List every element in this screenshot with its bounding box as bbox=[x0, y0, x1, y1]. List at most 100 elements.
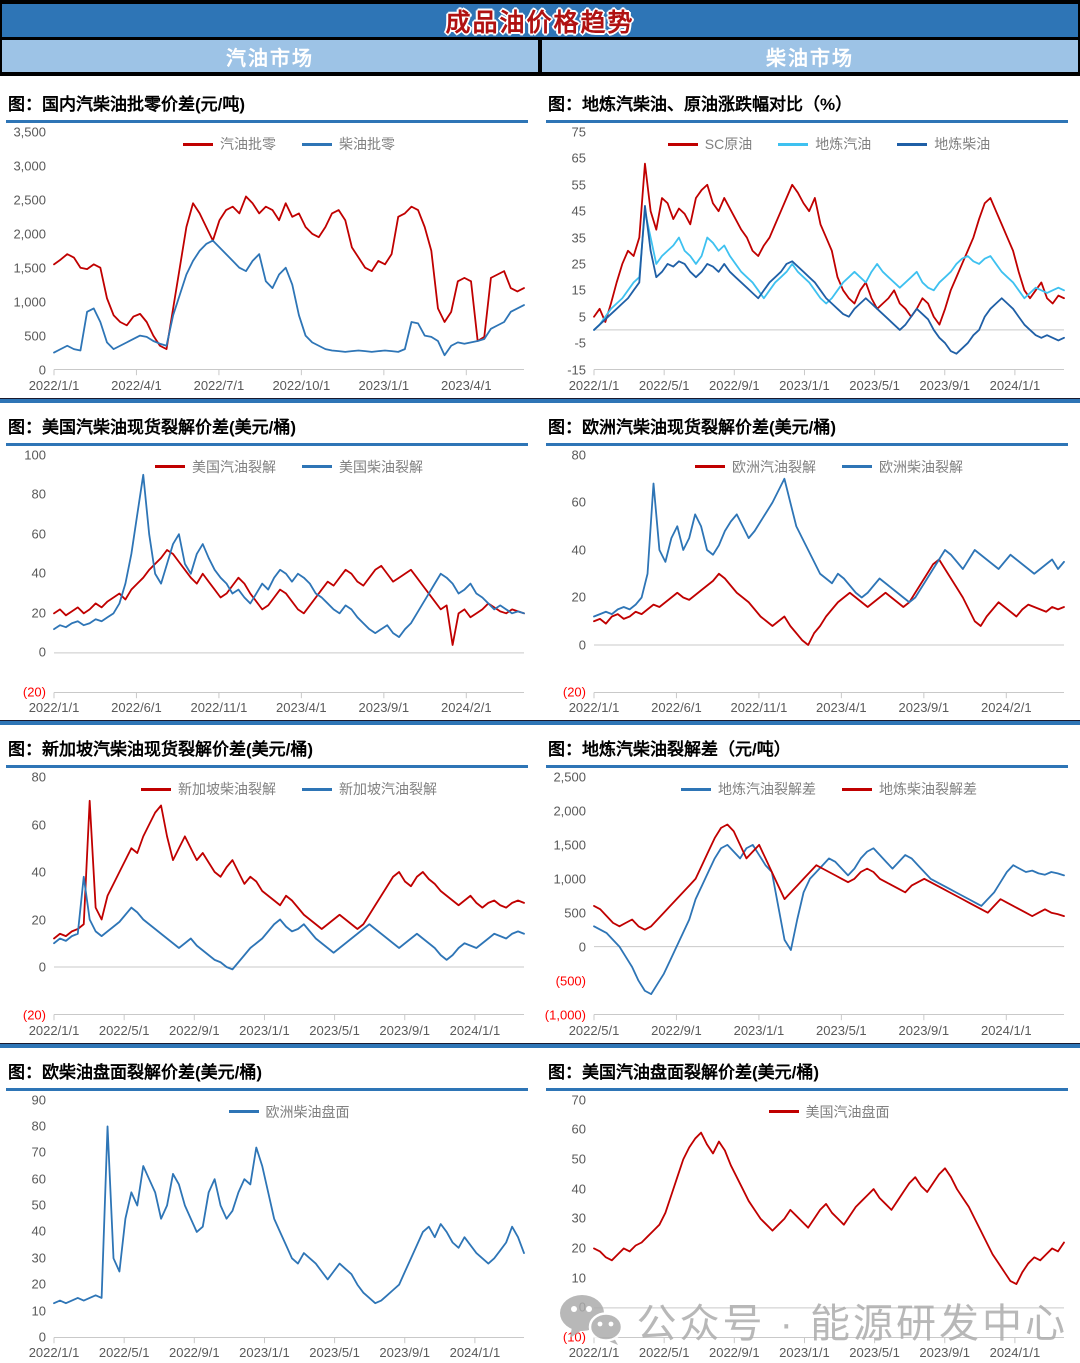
y-tick-label: 60 bbox=[571, 1121, 586, 1137]
y-tick-label: 20 bbox=[571, 589, 586, 605]
chart-legend: 新加坡柴油裂解 新加坡汽油裂解 bbox=[54, 779, 524, 799]
legend-label: 欧洲汽油裂解 bbox=[732, 458, 816, 475]
y-tick-label: 3,500 bbox=[13, 124, 46, 140]
chart-canvas bbox=[54, 132, 524, 370]
y-tick-label: 20 bbox=[571, 1240, 586, 1256]
panel-domestic-retail-spread: 图：国内汽柴油批零价差(元/吨) 3,500 3,000 2,500 2,000 1,5… bbox=[0, 84, 540, 396]
chart-plot: 2,500 2,000 1,500 1,000 500 0 (500) (1,000) 地炼汽… bbox=[545, 770, 1068, 1039]
data-series bbox=[54, 877, 524, 970]
y-tick-label: 0 bbox=[578, 939, 586, 955]
chart-grid: 图：国内汽柴油批零价差(元/吨) 3,500 3,000 2,500 2,000 1,5… bbox=[0, 76, 1080, 1363]
legend-item: 地炼汽油 bbox=[778, 134, 871, 154]
legend-swatch bbox=[897, 142, 928, 146]
x-tick-label: 2023/9/1 bbox=[919, 1345, 971, 1360]
x-tick-label: 2023/9/1 bbox=[379, 1022, 431, 1038]
y-tick-label: 5 bbox=[578, 309, 586, 325]
x-tick-label: 2022/5/1 bbox=[98, 1022, 150, 1038]
data-series bbox=[594, 478, 1064, 616]
plot-area: 汽油批零 柴油批零 bbox=[54, 132, 524, 370]
x-tick-label: 2022/11/1 bbox=[190, 700, 248, 715]
x-tick-label: 2022/1/1 bbox=[28, 1022, 80, 1038]
chart-title: 图：美国汽柴油现货裂解价差(美元/桶) bbox=[6, 413, 528, 446]
legend-label: 美国汽油裂解 bbox=[192, 458, 276, 475]
y-tick-label: 40 bbox=[31, 864, 46, 880]
y-axis: 70 60 50 40 30 20 10 0 (10) bbox=[546, 1092, 592, 1345]
x-tick-label: 2022/1/1 bbox=[28, 377, 80, 393]
plot-area: SC原油 地炼汽油 地炼柴油 bbox=[594, 132, 1064, 370]
legend-label: SC原油 bbox=[704, 136, 753, 152]
x-tick-label: 2022/1/1 bbox=[28, 1345, 80, 1360]
y-tick-label: 100 bbox=[24, 447, 46, 462]
y-tick-label: 25 bbox=[571, 256, 586, 272]
panel-refinery-crack-spread: 图：地炼汽柴油裂解差（元/吨） 2,500 2,000 1,500 1,000 500 0… bbox=[540, 729, 1080, 1041]
x-tick-label: 2024/1/1 bbox=[449, 1345, 501, 1360]
legend-label: 柴油批零 bbox=[339, 136, 395, 152]
header-bar: 成品油价格趋势 bbox=[2, 4, 1078, 40]
data-series bbox=[594, 164, 1064, 325]
chart-plot: 100 80 60 40 20 0 (20) 美国汽油裂解 美国柴油裂解 2022/1/1 20… bbox=[6, 447, 528, 717]
chart-plot: 80 60 40 20 0 (20) 新加坡柴油裂解 新加坡汽油裂解 2022/1/1 202… bbox=[6, 769, 528, 1039]
x-tick-label: 2022/11/1 bbox=[730, 700, 788, 715]
y-tick-label: 65 bbox=[571, 150, 586, 166]
y-tick-label: 0 bbox=[38, 959, 46, 975]
chart-legend: 汽油批零 柴油批零 bbox=[54, 134, 524, 154]
legend-swatch bbox=[681, 787, 711, 791]
y-axis: 90 80 70 60 50 40 30 20 10 0 bbox=[6, 1092, 52, 1345]
chart-plot: 70 60 50 40 30 20 10 0 (10) 美国汽油盘面 2022/1/1 2022/… bbox=[546, 1092, 1068, 1362]
chart-row-1: 图：国内汽柴油批零价差(元/吨) 3,500 3,000 2,500 2,000 1,5… bbox=[0, 84, 1080, 396]
y-axis: 2,500 2,000 1,500 1,000 500 0 (500) (1,000) bbox=[545, 770, 592, 1023]
legend-item: 欧洲柴油盘面 bbox=[228, 1102, 350, 1122]
x-tick-label: 2023/1/1 bbox=[239, 1022, 290, 1038]
data-series bbox=[594, 845, 1064, 994]
chart-plot: 3,500 3,000 2,500 2,000 1,500 1,000 500 0 汽油批零 柴… bbox=[6, 124, 528, 394]
y-tick-label: 0 bbox=[38, 362, 46, 377]
y-tick-label: 1,000 bbox=[13, 294, 46, 310]
legend-label: 欧洲柴油盘面 bbox=[265, 1103, 350, 1120]
x-tick-label: 2023/5/1 bbox=[309, 1345, 360, 1360]
chart-row-3: 图：新加坡汽柴油现货裂解价差(美元/桶) 80 60 40 20 0 (20) 新加坡柴油… bbox=[0, 729, 1080, 1041]
x-tick-label: 2022/5/1 bbox=[638, 1345, 690, 1360]
y-tick-label: 2,500 bbox=[553, 769, 586, 785]
page-title: 成品油价格趋势 bbox=[445, 8, 635, 37]
legend-swatch bbox=[228, 1110, 259, 1113]
x-tick-label: 2022/6/1 bbox=[651, 700, 702, 715]
report-header: 成品油价格趋势 汽油市场 柴油市场 bbox=[0, 0, 1080, 76]
panel-refinery-crude-change: 图：地炼汽柴油、原油涨跌幅对比（%） 75 65 55 45 35 25 15 5 -5 -15 … bbox=[540, 84, 1080, 396]
x-axis: 2022/1/1 2022/4/1 2022/7/1 2022/10/1 2023/1/… bbox=[29, 374, 524, 394]
y-tick-label: (20) bbox=[562, 684, 586, 700]
legend-swatch bbox=[842, 465, 872, 468]
y-tick-label: 75 bbox=[571, 124, 586, 140]
plot-area: 欧洲汽油裂解 欧洲柴油裂解 bbox=[594, 455, 1064, 693]
x-tick-label: 2023/5/1 bbox=[309, 1022, 360, 1038]
y-tick-label: 0 bbox=[38, 644, 46, 660]
legend-item: 地炼柴油 bbox=[897, 134, 990, 154]
x-tick-label: 2024/1/1 bbox=[980, 1022, 1032, 1038]
panel-us-crack-spread: 图：美国汽柴油现货裂解价差(美元/桶) 100 80 60 40 20 0 (20) 美国汽… bbox=[0, 407, 540, 719]
chart-row-2: 图：美国汽柴油现货裂解价差(美元/桶) 100 80 60 40 20 0 (20) 美国汽… bbox=[0, 407, 1080, 719]
chart-canvas bbox=[594, 132, 1064, 370]
legend-item: 新加坡汽油裂解 bbox=[302, 779, 437, 799]
x-tick-label: 2023/1/1 bbox=[733, 1022, 785, 1038]
x-tick-label: 2023/1/1 bbox=[779, 377, 830, 393]
y-tick-label: 2,000 bbox=[13, 226, 46, 242]
panel-singapore-crack-spread: 图：新加坡汽柴油现货裂解价差(美元/桶) 80 60 40 20 0 (20) 新加坡柴油… bbox=[0, 729, 540, 1041]
chart-legend: 欧洲汽油裂解 欧洲柴油裂解 bbox=[594, 457, 1064, 477]
legend-item: SC原油 bbox=[667, 134, 753, 154]
y-tick-label: 1,500 bbox=[553, 837, 586, 853]
legend-item: 地炼汽油裂解差 bbox=[681, 779, 816, 799]
y-tick-label: 80 bbox=[31, 769, 46, 785]
chart-canvas bbox=[594, 777, 1064, 1015]
x-tick-label: 2023/1/1 bbox=[779, 1345, 830, 1360]
column-header-diesel: 柴油市场 bbox=[542, 40, 1078, 72]
y-tick-label: 0 bbox=[38, 1329, 46, 1345]
legend-swatch bbox=[302, 465, 332, 468]
x-tick-label: 2024/1/1 bbox=[449, 1022, 501, 1038]
y-tick-label: 80 bbox=[571, 447, 586, 462]
legend-label: 新加坡柴油裂解 bbox=[178, 781, 276, 797]
y-tick-label: 40 bbox=[571, 1181, 586, 1197]
y-tick-label: 1,000 bbox=[553, 871, 586, 887]
chart-legend: 美国汽油盘面 bbox=[594, 1102, 1064, 1122]
y-tick-label: 20 bbox=[31, 605, 46, 621]
x-axis: 2022/1/1 2022/5/1 2022/9/1 2023/1/1 2023/5/1… bbox=[569, 374, 1064, 394]
y-tick-label: 2,000 bbox=[553, 803, 586, 819]
